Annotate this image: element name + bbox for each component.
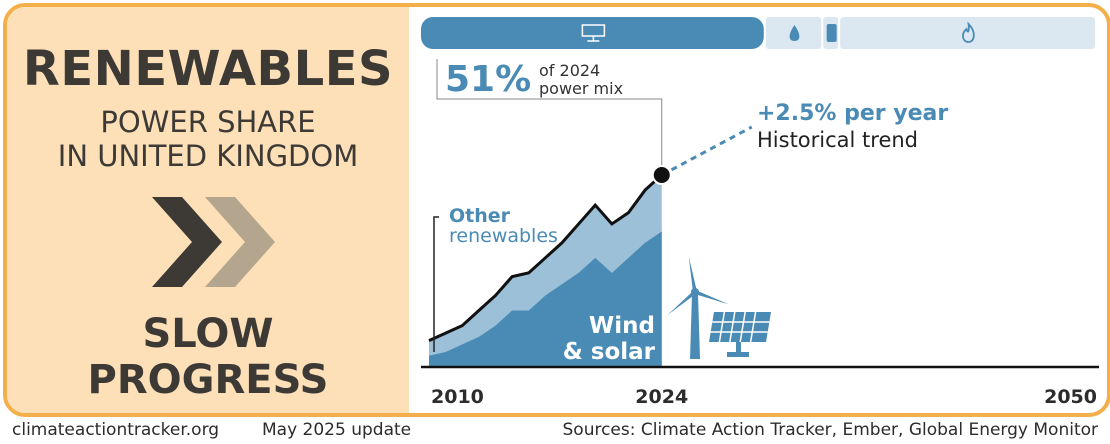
other-label-1: Other (449, 205, 511, 227)
panel-grid (749, 311, 757, 343)
mix-bar-solar-wind (421, 17, 764, 49)
wind-turbine-icon (667, 256, 729, 359)
flame-icon (962, 21, 975, 43)
rating-line-2: PROGRESS (87, 357, 329, 403)
wind-label-2: & solar (563, 339, 656, 365)
chart-area: 51% of 2024 power mix +2.5% per year Histori… (409, 7, 1107, 413)
rating-line-1: SLOW (142, 311, 274, 357)
footer-update: May 2025 update (262, 420, 412, 440)
panel-grid (729, 311, 736, 343)
trend-line (661, 125, 753, 177)
callout-bracket (436, 59, 663, 165)
infographic-frame: RENEWABLES POWER SHARE IN UNITED KINGDOM… (3, 3, 1110, 417)
solar-panel-icon (581, 24, 606, 42)
callout-text-1: of 2024 (539, 61, 600, 80)
footer-sources: Sources: Climate Action Tracker, Ember, … (562, 420, 1099, 440)
mix-bar-fossil-gas (840, 17, 1095, 49)
subtitle-line-2: IN UNITED KINGDOM (57, 139, 359, 173)
turbine-blade (688, 256, 697, 293)
wind-label-1: Wind (589, 313, 655, 339)
water-drop-icon (789, 25, 800, 41)
other-label-2: renewables (449, 225, 558, 247)
subtitle-line-1: POWER SHARE (100, 105, 316, 139)
area-wind-solar (429, 231, 662, 367)
footer-site: climateactiontracker.org (12, 420, 220, 440)
trend-label: Historical trend (757, 128, 918, 152)
solar-panel-icon (709, 311, 771, 357)
turbine-tower (690, 294, 700, 359)
x-tick-label: 2024 (635, 386, 688, 408)
turbine-blade (667, 290, 697, 316)
trend-value: +2.5% per year (757, 101, 948, 126)
panel-base (727, 352, 749, 357)
chevron-light (205, 197, 275, 287)
panel-grid (739, 311, 746, 343)
double-chevron-right-icon (152, 197, 275, 287)
chevron-dark (152, 197, 222, 287)
panel-grid (718, 311, 726, 343)
x-tick-label: 2050 (1044, 386, 1097, 408)
main-title: RENEWABLES (22, 41, 394, 97)
other-bracket (433, 216, 439, 352)
turbine-blade (694, 290, 729, 305)
left-panel: RENEWABLES POWER SHARE IN UNITED KINGDOM… (7, 7, 409, 413)
total-line (428, 173, 663, 343)
turbine-hub (691, 288, 699, 296)
panel-post (736, 342, 741, 352)
rating: SLOW PROGRESS (7, 311, 409, 403)
barrel-icon (826, 24, 837, 42)
panel-body (709, 312, 771, 342)
callout-text-2: power mix (539, 79, 623, 98)
x-tick-label: 2010 (431, 386, 484, 408)
callout-value: 51% (445, 59, 531, 100)
current-point (651, 165, 672, 185)
subtitle: POWER SHARE IN UNITED KINGDOM (7, 105, 409, 173)
